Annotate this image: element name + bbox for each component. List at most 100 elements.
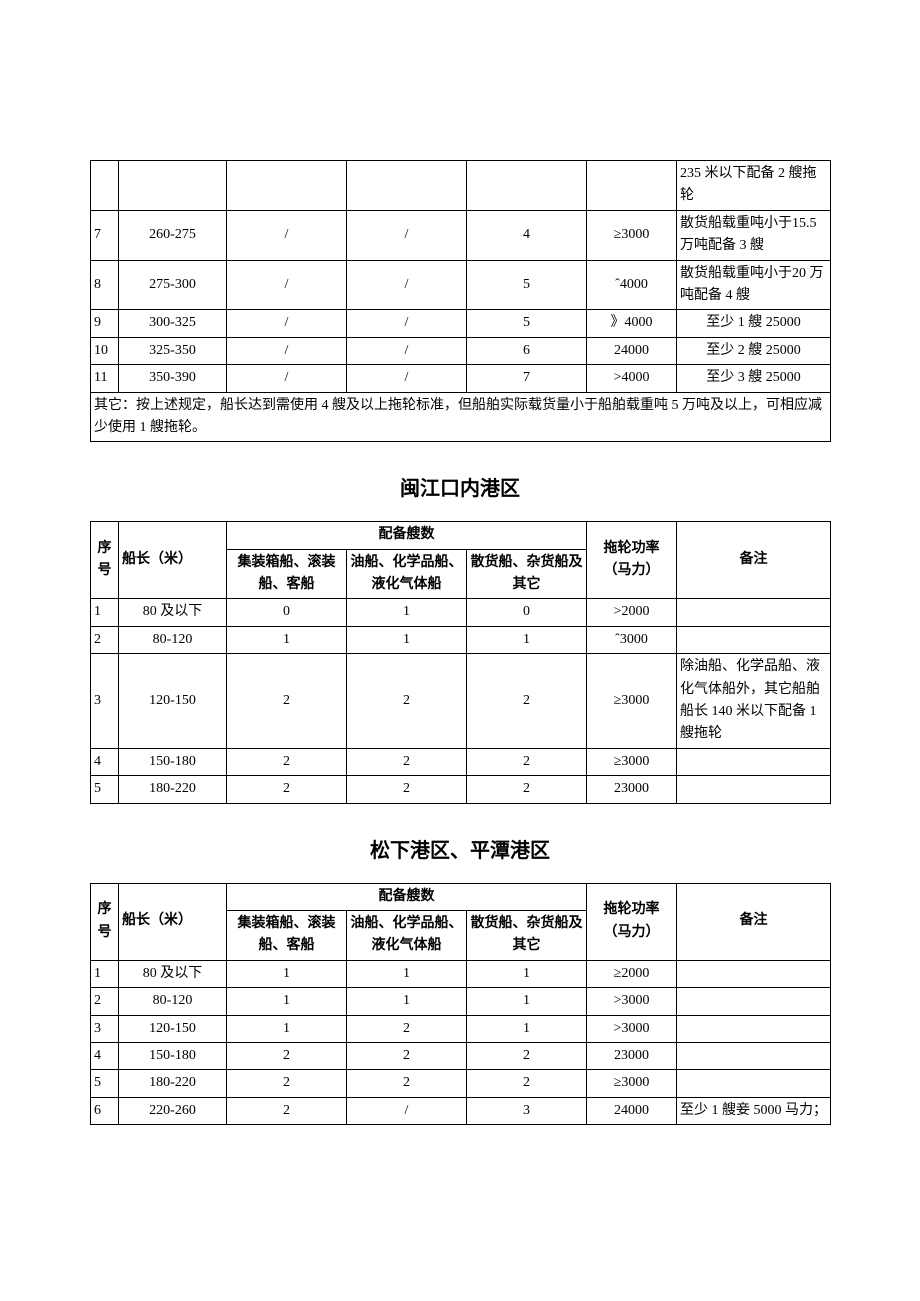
hdr-note: 备注 [677,883,831,960]
table-1-footnote: 其它：按上述规定，船长达到需使用 4 艘及以上拖轮标准，但船舶实际载货量小于船舶… [91,392,831,442]
hdr-c: 散货船、杂货船及其它 [467,910,587,960]
table-cell: 散货船载重吨小于20 万吨配备 4 艘 [677,260,831,310]
hdr-group: 配备艘数 [227,883,587,910]
table-cell: 2 [467,776,587,803]
table-cell: 80 及以下 [119,599,227,626]
table-row: 10325-350//624000至少 2 艘 25000 [91,337,831,364]
table-cell: 1 [347,988,467,1015]
table-cell: 120-150 [119,1015,227,1042]
table-cell: 180-220 [119,1070,227,1097]
hdr-len: 船长（米） [119,883,227,960]
table-cell: / [227,365,347,392]
table-cell [677,1042,831,1069]
table-cell: 235 米以下配备 2 艘拖轮 [677,161,831,211]
table-cell: 6 [91,1097,119,1124]
hdr-seq: 序号 [91,522,119,599]
table-cell: 0 [227,599,347,626]
table-cell [119,161,227,211]
table-cell: ˆ3000 [587,626,677,653]
table-2: 序号 船长（米） 配备艘数 拖轮功率（马力） 备注 集装箱船、滚装船、客船 油船… [90,521,831,803]
hdr-a: 集装箱船、滚装船、客船 [227,910,347,960]
table-cell: >3000 [587,1015,677,1042]
table-cell [677,599,831,626]
hdr-seq: 序号 [91,883,119,960]
table-cell: 1 [227,1015,347,1042]
table-cell: 150-180 [119,748,227,775]
table-3-body: 180 及以下111≥2000280-120111>30003120-15012… [91,960,831,1124]
table-cell [91,161,119,211]
table-cell: 》4000 [587,310,677,337]
table-cell: 2 [347,1070,467,1097]
table-cell: 2 [227,1097,347,1124]
table-cell: / [227,337,347,364]
hdr-group: 配备艘数 [227,522,587,549]
table-3-head: 序号 船长（米） 配备艘数 拖轮功率（马力） 备注 集装箱船、滚装船、客船 油船… [91,883,831,960]
table-cell: / [347,1097,467,1124]
table-row: 8275-300//5ˆ4000散货船载重吨小于20 万吨配备 4 艘 [91,260,831,310]
table-cell: 120-150 [119,654,227,749]
table-cell: 2 [227,1042,347,1069]
table-cell [587,161,677,211]
table-cell: 24000 [587,1097,677,1124]
table-cell: ≥2000 [587,960,677,987]
table-cell: 4 [467,210,587,260]
table-row: 7260-275//4≥3000散货船载重吨小于15.5 万吨配备 3 艘 [91,210,831,260]
table-cell: 1 [467,1015,587,1042]
table-cell: 2 [467,748,587,775]
table-cell: 11 [91,365,119,392]
table-cell: 2 [227,654,347,749]
table-cell: 6 [467,337,587,364]
table-cell: 24000 [587,337,677,364]
table-cell: >2000 [587,599,677,626]
table-cell: 3 [91,1015,119,1042]
table-row: 9300-325//5》4000至少 1 艘 25000 [91,310,831,337]
table-cell: 5 [467,310,587,337]
table-cell: / [347,260,467,310]
table-cell: / [227,260,347,310]
table-cell: 220-260 [119,1097,227,1124]
hdr-len: 船长（米） [119,522,227,599]
table-1-footnote-row: 其它：按上述规定，船长达到需使用 4 艘及以上拖轮标准，但船舶实际载货量小于船舶… [91,392,831,442]
table-row: 5180-220222≥3000 [91,1070,831,1097]
table-row: 280-120111ˆ3000 [91,626,831,653]
table-cell [467,161,587,211]
table-1: 235 米以下配备 2 艘拖轮7260-275//4≥3000散货船载重吨小于1… [90,160,831,442]
table-cell: ≥3000 [587,1070,677,1097]
table-row: 5180-22022223000 [91,776,831,803]
table-row: 280-120111>3000 [91,988,831,1015]
table-cell: 2 [227,776,347,803]
table-cell: 2 [227,748,347,775]
table-cell: 8 [91,260,119,310]
table-row: 180 及以下111≥2000 [91,960,831,987]
hdr-b: 油船、化学品船、液化气体船 [347,549,467,599]
table-cell: 325-350 [119,337,227,364]
hdr-note: 备注 [677,522,831,599]
table-row: 4150-180222≥3000 [91,748,831,775]
table-cell: 2 [91,988,119,1015]
table-cell: 10 [91,337,119,364]
table-cell: 5 [91,776,119,803]
table-cell: 2 [347,1042,467,1069]
table-cell: / [347,210,467,260]
table-cell [347,161,467,211]
hdr-b: 油船、化学品船、液化气体船 [347,910,467,960]
table-3: 序号 船长（米） 配备艘数 拖轮功率（马力） 备注 集装箱船、滚装船、客船 油船… [90,883,831,1126]
hdr-pow: 拖轮功率（马力） [587,522,677,599]
section-3-title: 松下港区、平潭港区 [90,834,830,863]
table-cell: ≥3000 [587,748,677,775]
table-cell [227,161,347,211]
table-cell: 7 [467,365,587,392]
table-cell: ≥3000 [587,210,677,260]
hdr-a: 集装箱船、滚装船、客船 [227,549,347,599]
table-cell: 5 [91,1070,119,1097]
table-cell [677,776,831,803]
hdr-pow: 拖轮功率（马力） [587,883,677,960]
table-cell [677,988,831,1015]
table-row: 11350-390//7>4000至少 3 艘 25000 [91,365,831,392]
table-cell: 5 [467,260,587,310]
table-cell: 1 [467,960,587,987]
table-cell: 80 及以下 [119,960,227,987]
table-cell [677,626,831,653]
table-row: 3120-150121>3000 [91,1015,831,1042]
table-cell: 260-275 [119,210,227,260]
